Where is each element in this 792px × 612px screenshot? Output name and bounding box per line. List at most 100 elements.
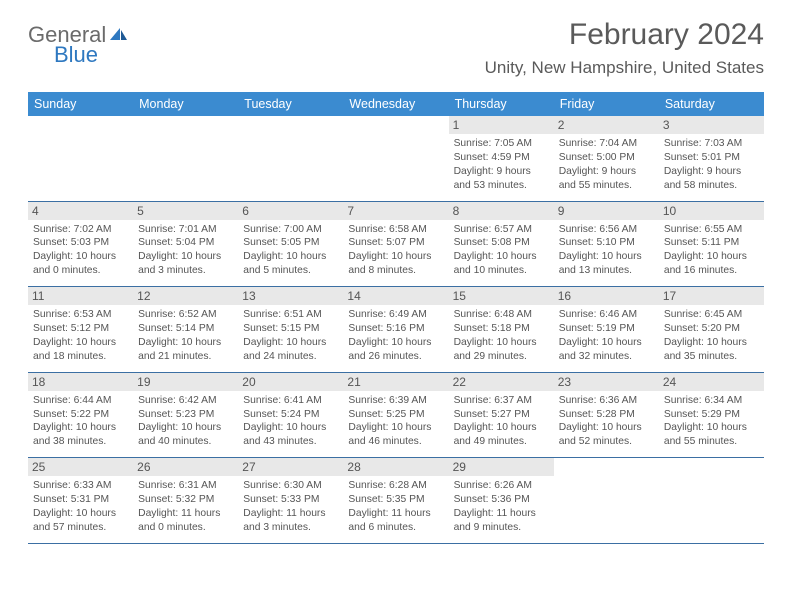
sunrise-line: Sunrise: 6:39 AM xyxy=(348,394,443,408)
day-info: Sunrise: 6:52 AMSunset: 5:14 PMDaylight:… xyxy=(138,308,233,364)
sunset-line: Sunset: 5:32 PM xyxy=(138,493,233,507)
daylight-line-2: and 3 minutes. xyxy=(138,264,233,278)
day-cell: 29Sunrise: 6:26 AMSunset: 5:36 PMDayligh… xyxy=(449,458,554,543)
daylight-line-2: and 5 minutes. xyxy=(243,264,338,278)
week-row: 1Sunrise: 7:05 AMSunset: 4:59 PMDaylight… xyxy=(28,116,764,202)
empty-day-cell xyxy=(659,458,764,543)
sunset-line: Sunset: 5:03 PM xyxy=(33,236,128,250)
location: Unity, New Hampshire, United States xyxy=(485,58,764,78)
daylight-line-2: and 29 minutes. xyxy=(454,350,549,364)
day-number: 11 xyxy=(28,287,133,305)
day-number: 23 xyxy=(554,373,659,391)
day-info: Sunrise: 6:55 AMSunset: 5:11 PMDaylight:… xyxy=(664,223,759,279)
day-cell: 24Sunrise: 6:34 AMSunset: 5:29 PMDayligh… xyxy=(659,373,764,458)
sunrise-line: Sunrise: 6:34 AM xyxy=(664,394,759,408)
sunrise-line: Sunrise: 7:01 AM xyxy=(138,223,233,237)
day-number: 5 xyxy=(133,202,238,220)
sunset-line: Sunset: 5:04 PM xyxy=(138,236,233,250)
day-info: Sunrise: 6:58 AMSunset: 5:07 PMDaylight:… xyxy=(348,223,443,279)
sunrise-line: Sunrise: 6:26 AM xyxy=(454,479,549,493)
daylight-line-1: Daylight: 10 hours xyxy=(243,250,338,264)
day-info: Sunrise: 7:05 AMSunset: 4:59 PMDaylight:… xyxy=(454,137,549,193)
day-info: Sunrise: 6:53 AMSunset: 5:12 PMDaylight:… xyxy=(33,308,128,364)
sunset-line: Sunset: 5:08 PM xyxy=(454,236,549,250)
day-number: 20 xyxy=(238,373,343,391)
day-number: 26 xyxy=(133,458,238,476)
day-number: 3 xyxy=(659,116,764,134)
sunset-line: Sunset: 5:14 PM xyxy=(138,322,233,336)
daylight-line-1: Daylight: 10 hours xyxy=(243,421,338,435)
day-number: 8 xyxy=(449,202,554,220)
week-row: 4Sunrise: 7:02 AMSunset: 5:03 PMDaylight… xyxy=(28,202,764,288)
day-info: Sunrise: 6:57 AMSunset: 5:08 PMDaylight:… xyxy=(454,223,549,279)
daylight-line-2: and 26 minutes. xyxy=(348,350,443,364)
day-number: 19 xyxy=(133,373,238,391)
sunrise-line: Sunrise: 7:05 AM xyxy=(454,137,549,151)
logo: General Blue xyxy=(28,18,128,68)
daylight-line-2: and 40 minutes. xyxy=(138,435,233,449)
header: General Blue February 2024 Unity, New Ha… xyxy=(28,18,764,78)
day-number: 4 xyxy=(28,202,133,220)
daylight-line-2: and 0 minutes. xyxy=(33,264,128,278)
sunrise-line: Sunrise: 6:30 AM xyxy=(243,479,338,493)
daylight-line-1: Daylight: 10 hours xyxy=(664,336,759,350)
day-number: 18 xyxy=(28,373,133,391)
sunrise-line: Sunrise: 6:53 AM xyxy=(33,308,128,322)
sunrise-line: Sunrise: 6:28 AM xyxy=(348,479,443,493)
day-number: 6 xyxy=(238,202,343,220)
day-number: 2 xyxy=(554,116,659,134)
daylight-line-1: Daylight: 10 hours xyxy=(138,421,233,435)
week-row: 18Sunrise: 6:44 AMSunset: 5:22 PMDayligh… xyxy=(28,373,764,459)
day-number: 9 xyxy=(554,202,659,220)
sunrise-line: Sunrise: 6:58 AM xyxy=(348,223,443,237)
day-number: 29 xyxy=(449,458,554,476)
daylight-line-1: Daylight: 10 hours xyxy=(33,336,128,350)
sunset-line: Sunset: 5:23 PM xyxy=(138,408,233,422)
day-info: Sunrise: 6:34 AMSunset: 5:29 PMDaylight:… xyxy=(664,394,759,450)
sunset-line: Sunset: 5:07 PM xyxy=(348,236,443,250)
daylight-line-2: and 24 minutes. xyxy=(243,350,338,364)
weekday-header-row: SundayMondayTuesdayWednesdayThursdayFrid… xyxy=(28,92,764,116)
daylight-line-1: Daylight: 10 hours xyxy=(559,421,654,435)
day-cell: 6Sunrise: 7:00 AMSunset: 5:05 PMDaylight… xyxy=(238,202,343,287)
sunset-line: Sunset: 5:00 PM xyxy=(559,151,654,165)
daylight-line-1: Daylight: 10 hours xyxy=(664,421,759,435)
day-cell: 14Sunrise: 6:49 AMSunset: 5:16 PMDayligh… xyxy=(343,287,448,372)
sunset-line: Sunset: 5:27 PM xyxy=(454,408,549,422)
day-cell: 8 Sunrise: 6:57 AMSunset: 5:08 PMDaylight… xyxy=(449,202,554,287)
daylight-line-1: Daylight: 10 hours xyxy=(454,336,549,350)
day-info: Sunrise: 7:04 AMSunset: 5:00 PMDaylight:… xyxy=(559,137,654,193)
day-cell: 23Sunrise: 6:36 AMSunset: 5:28 PMDayligh… xyxy=(554,373,659,458)
day-cell: 26Sunrise: 6:31 AMSunset: 5:32 PMDayligh… xyxy=(133,458,238,543)
day-number: 7 xyxy=(343,202,448,220)
day-number: 13 xyxy=(238,287,343,305)
daylight-line-2: and 58 minutes. xyxy=(664,179,759,193)
sunrise-line: Sunrise: 6:36 AM xyxy=(559,394,654,408)
daylight-line-2: and 13 minutes. xyxy=(559,264,654,278)
sunset-line: Sunset: 5:01 PM xyxy=(664,151,759,165)
day-number: 12 xyxy=(133,287,238,305)
daylight-line-1: Daylight: 11 hours xyxy=(243,507,338,521)
empty-day-cell xyxy=(133,116,238,201)
day-number: 14 xyxy=(343,287,448,305)
day-cell: 19Sunrise: 6:42 AMSunset: 5:23 PMDayligh… xyxy=(133,373,238,458)
day-info: Sunrise: 6:45 AMSunset: 5:20 PMDaylight:… xyxy=(664,308,759,364)
day-info: Sunrise: 7:03 AMSunset: 5:01 PMDaylight:… xyxy=(664,137,759,193)
daylight-line-1: Daylight: 9 hours xyxy=(559,165,654,179)
weekday-header: Monday xyxy=(133,92,238,116)
day-cell: 22Sunrise: 6:37 AMSunset: 5:27 PMDayligh… xyxy=(449,373,554,458)
sunset-line: Sunset: 5:29 PM xyxy=(664,408,759,422)
daylight-line-1: Daylight: 9 hours xyxy=(664,165,759,179)
daylight-line-1: Daylight: 10 hours xyxy=(138,336,233,350)
day-number: 10 xyxy=(659,202,764,220)
sunrise-line: Sunrise: 6:48 AM xyxy=(454,308,549,322)
day-cell: 16Sunrise: 6:46 AMSunset: 5:19 PMDayligh… xyxy=(554,287,659,372)
daylight-line-1: Daylight: 10 hours xyxy=(454,250,549,264)
sunset-line: Sunset: 5:20 PM xyxy=(664,322,759,336)
daylight-line-1: Daylight: 10 hours xyxy=(33,421,128,435)
day-cell: 15Sunrise: 6:48 AMSunset: 5:18 PMDayligh… xyxy=(449,287,554,372)
daylight-line-2: and 52 minutes. xyxy=(559,435,654,449)
daylight-line-1: Daylight: 10 hours xyxy=(243,336,338,350)
calendar: SundayMondayTuesdayWednesdayThursdayFrid… xyxy=(28,92,764,544)
day-cell: 12 Sunrise: 6:52 AMSunset: 5:14 PMDayligh… xyxy=(133,287,238,372)
